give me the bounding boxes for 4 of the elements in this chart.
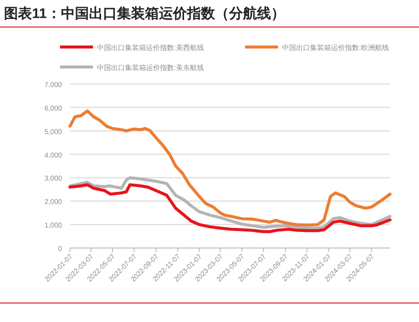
line-series	[68, 183, 392, 234]
line-series	[68, 109, 392, 227]
line-series	[68, 176, 392, 230]
chart-title: 图表11：中国出口集装箱运价指数（分航线）	[4, 5, 285, 21]
